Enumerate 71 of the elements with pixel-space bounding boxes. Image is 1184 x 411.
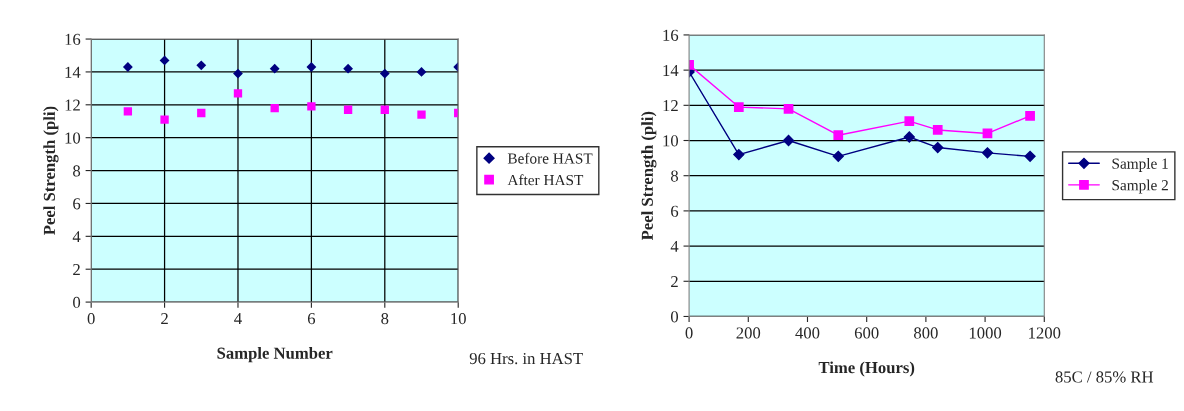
x-axis-title: Sample Number (217, 347, 333, 363)
y-axis-title: Peel Strength (pli) (641, 111, 657, 241)
x-tick-label: 8 (381, 312, 389, 325)
y-tick-label: 16 (65, 33, 81, 45)
point (343, 105, 353, 114)
point (903, 131, 915, 143)
y-tick-label: 4 (72, 231, 81, 243)
point (270, 103, 279, 113)
point (343, 63, 354, 74)
point (417, 110, 426, 119)
x-tick-label: 2 (161, 313, 168, 325)
legend-label: Sample 1 (1112, 158, 1168, 172)
point (833, 130, 844, 141)
legend-label: Before HAST (507, 152, 593, 164)
text: 85C / 85% RH (1055, 371, 1154, 383)
y-axis-title: Peel Strength (pli) (43, 106, 59, 235)
point (416, 67, 427, 77)
x-axis-title: Time (Hours) (818, 361, 915, 377)
y-tick-label: 2 (671, 276, 678, 288)
y-tick-label: 6 (73, 198, 81, 210)
point (832, 150, 844, 162)
x-tick-label: 0 (685, 327, 693, 339)
text: 96 Hrs. in HAST (469, 352, 583, 365)
point (1025, 111, 1035, 121)
point (981, 147, 994, 159)
point (233, 89, 243, 98)
y-tick-label: 16 (663, 29, 679, 41)
y-tick-label: 8 (73, 165, 81, 177)
x-tick-label: 600 (854, 327, 879, 339)
y-tick-label: 12 (663, 100, 678, 112)
point (733, 148, 745, 161)
x-tick-label: 200 (736, 327, 761, 339)
legend-label: After HAST (507, 174, 584, 186)
y-tick-label: 8 (670, 170, 679, 182)
point (782, 134, 795, 147)
x-tick-label: 0 (87, 312, 95, 325)
point (379, 68, 390, 79)
x-tick-label: 1000 (969, 327, 1002, 339)
point (733, 102, 744, 112)
point (233, 68, 243, 79)
point (123, 107, 133, 116)
x-tick-label: 6 (307, 313, 316, 325)
x-tick-label: 4 (234, 313, 242, 325)
point (783, 103, 794, 114)
y-tick-label: 2 (73, 263, 80, 275)
x-tick-label: 10 (451, 312, 466, 325)
x-tick-label: 400 (795, 327, 820, 339)
y-tick-label: 12 (65, 99, 80, 111)
point (159, 55, 170, 66)
point (122, 62, 133, 72)
legend-label: Sample 2 (1112, 179, 1168, 194)
point (196, 60, 207, 71)
x-tick-label: 1200 (1029, 327, 1061, 339)
y-tick-label: 14 (663, 64, 679, 76)
y-tick-label: 10 (65, 132, 81, 144)
y-tick-label: 10 (663, 135, 679, 147)
point (160, 115, 169, 124)
x-tick-label: 800 (914, 327, 938, 339)
point (269, 63, 280, 74)
point (307, 102, 316, 111)
point (932, 125, 943, 135)
y-tick-label: 0 (73, 296, 81, 309)
y-tick-label: 6 (671, 205, 679, 217)
point (197, 108, 206, 118)
point (904, 116, 915, 127)
point (306, 62, 317, 72)
y-tick-label: 14 (65, 66, 81, 78)
point (1024, 150, 1036, 162)
y-tick-label: 4 (670, 240, 679, 252)
point (380, 105, 389, 114)
point (932, 141, 944, 154)
